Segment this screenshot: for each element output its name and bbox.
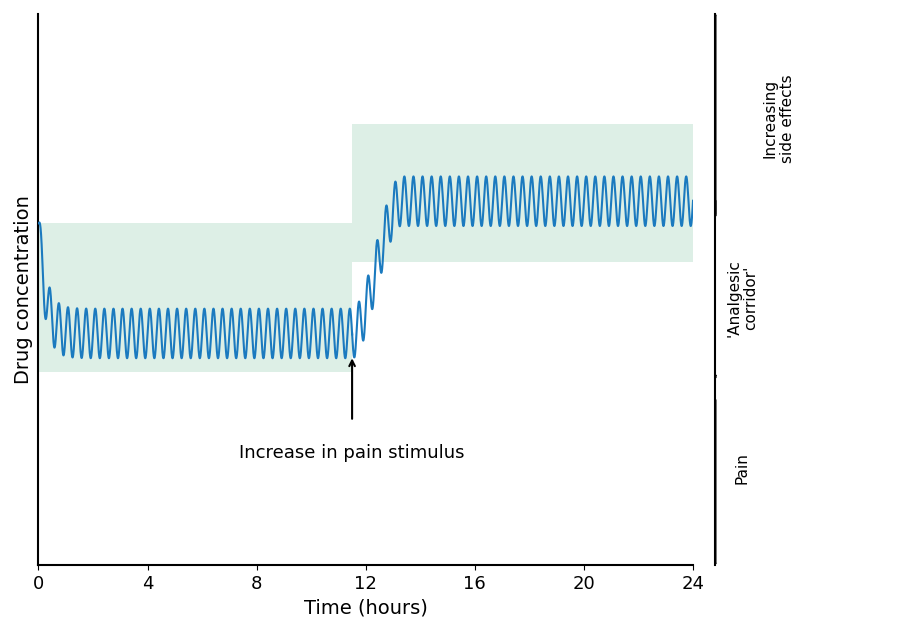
- Text: Increase in pain stimulus: Increase in pain stimulus: [240, 444, 465, 462]
- Text: Pain: Pain: [735, 452, 750, 485]
- X-axis label: Time (hours): Time (hours): [304, 598, 427, 617]
- Text: 'Analgesic
corridor': 'Analgesic corridor': [726, 259, 759, 336]
- Text: Increasing
side effects: Increasing side effects: [762, 74, 795, 163]
- Y-axis label: Drug concentration: Drug concentration: [13, 195, 33, 384]
